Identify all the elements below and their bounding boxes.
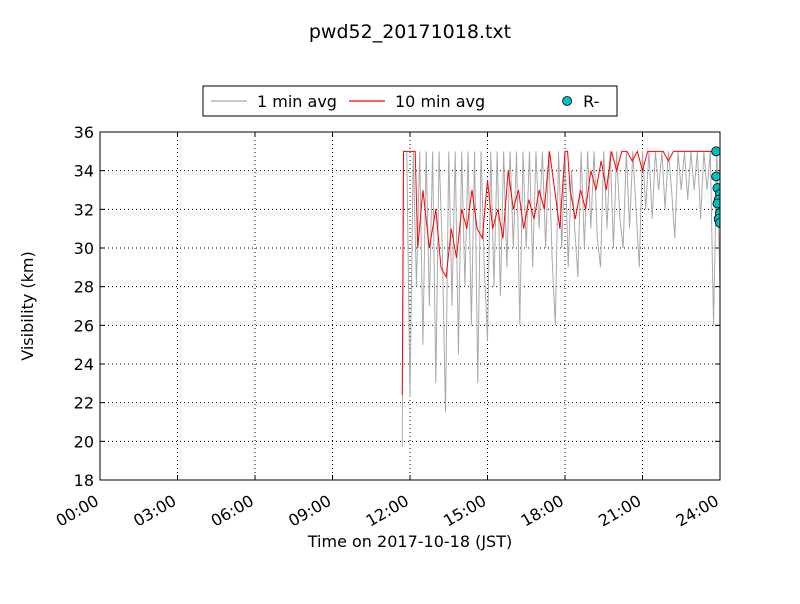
scatter-point [715, 217, 720, 228]
x-tick-label: 09:00 [285, 491, 334, 531]
y-axis-label: Visibility (km) [18, 251, 37, 360]
legend-box [202, 85, 618, 117]
x-tick-label: 03:00 [130, 491, 179, 531]
y-tick-label: 18 [74, 471, 94, 490]
y-tick-label: 36 [74, 123, 94, 142]
chart-title: pwd52_20171018.txt [309, 21, 511, 43]
x-tick-label: 15:00 [440, 491, 489, 531]
x-tick-label: 12:00 [363, 491, 412, 531]
legend-swatch [562, 96, 572, 106]
x-tick-label: 00:00 [53, 491, 102, 531]
y-tick-label: 20 [74, 432, 94, 451]
scatter-point [711, 146, 720, 157]
x-axis-label: Time on 2017-10-18 (JST) [307, 532, 512, 551]
y-tick-label: 24 [74, 355, 94, 374]
legend-label: 10 min avg [395, 92, 485, 111]
plot-area [401, 146, 720, 448]
x-tick-label: 21:00 [595, 491, 644, 531]
plot-frame [99, 131, 721, 481]
y-tick-label: 32 [74, 200, 94, 219]
y-tick-label: 30 [74, 239, 94, 258]
x-tick-label: 24:00 [673, 491, 722, 531]
scatter-point [712, 198, 720, 209]
legend-label: 1 min avg [257, 92, 337, 111]
y-tick-label: 26 [74, 316, 94, 335]
y-tick-label: 34 [74, 162, 94, 181]
series-line [401, 149, 720, 395]
y-tick-label: 22 [74, 394, 94, 413]
legend-label: R- [583, 92, 599, 111]
x-tick-label: 06:00 [208, 491, 257, 531]
scatter-point [711, 171, 720, 182]
series-line [401, 150, 720, 448]
y-tick-label: 28 [74, 278, 94, 297]
x-tick-label: 18:00 [518, 491, 567, 531]
